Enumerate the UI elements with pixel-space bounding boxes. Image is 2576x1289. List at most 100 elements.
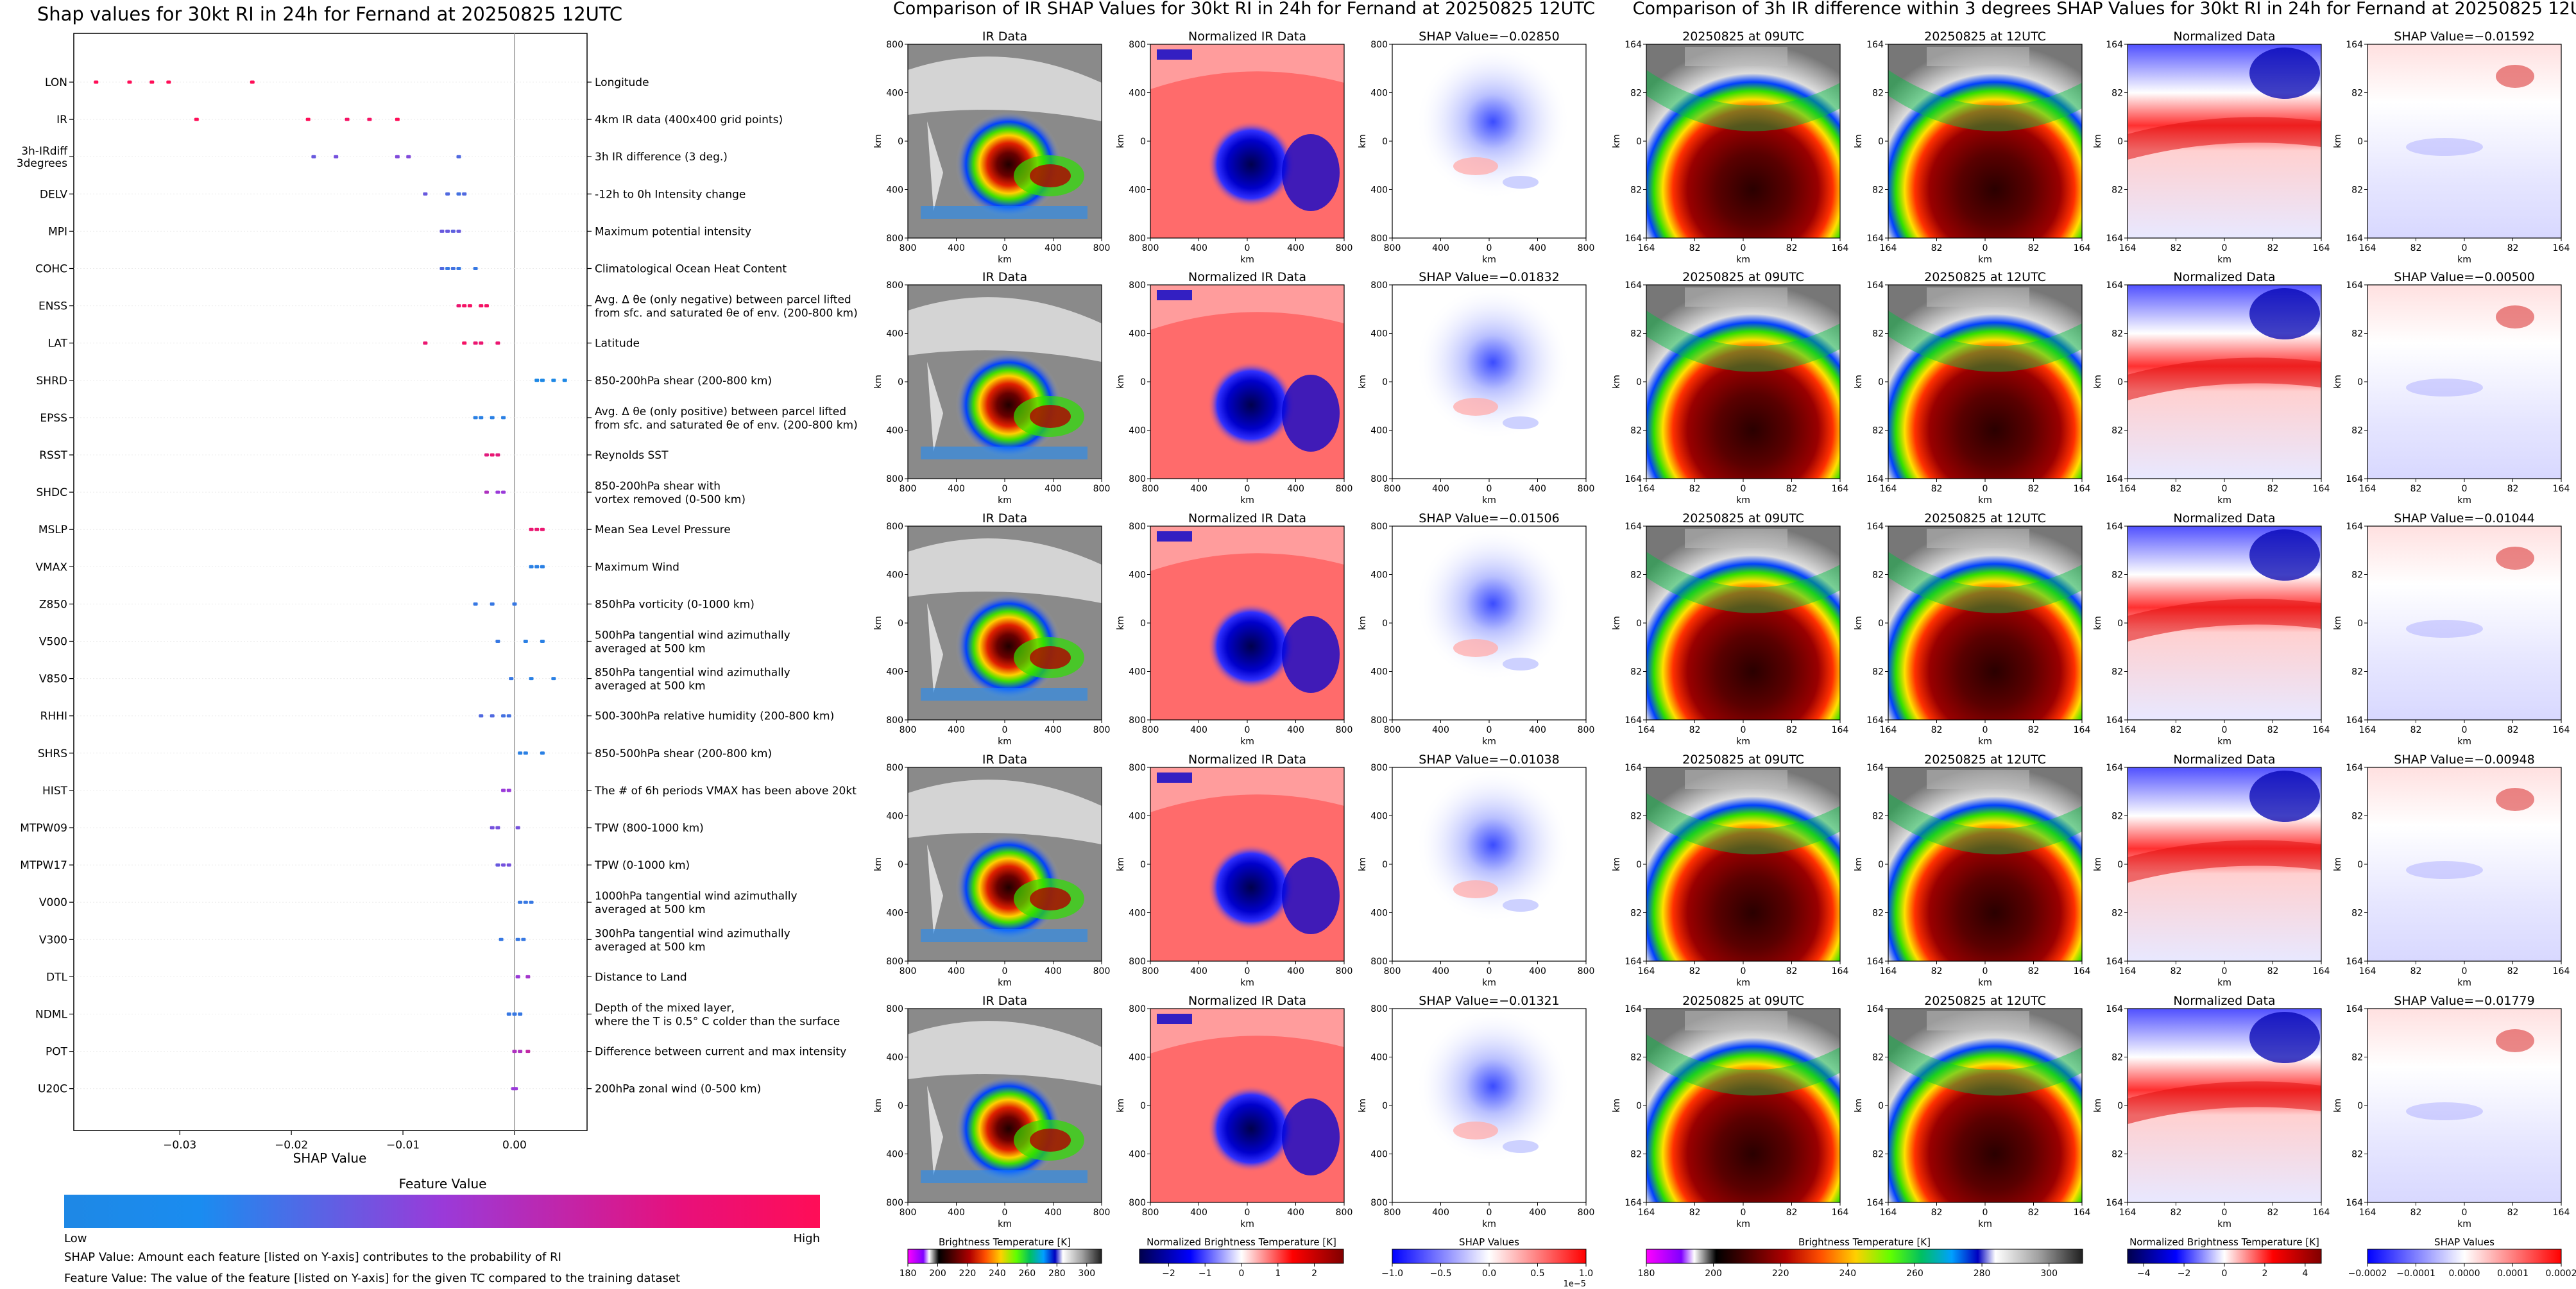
- shap-point: [473, 602, 478, 606]
- diff-gray-cloud: [1685, 770, 1787, 789]
- x-axis-label: km: [2217, 495, 2231, 506]
- x-axis-label: km: [1736, 1219, 1750, 1229]
- y-tick-label: 0: [2117, 377, 2123, 388]
- y-tick-label: 800: [886, 957, 903, 967]
- feature-description-line: Avg. Δ θe (only positive) between parcel…: [595, 405, 846, 418]
- diff-shap-negative: [2406, 620, 2483, 638]
- shap-point: [501, 714, 506, 718]
- x-tick-label: 164: [2313, 243, 2330, 253]
- feature-description-line: 500hPa tangential wind azimuthally: [595, 629, 790, 642]
- feature-name: Z850: [39, 598, 67, 611]
- feature-description-line: averaged at 500 km: [595, 941, 706, 953]
- x-tick-label: 800: [1093, 1208, 1111, 1218]
- colorbar-gradient: [2127, 1249, 2322, 1264]
- x-tick-label: 164: [2119, 966, 2137, 977]
- colorbar-tick-label: 200: [1705, 1268, 1722, 1279]
- shap-point: [523, 900, 528, 904]
- shap-point: [501, 863, 506, 867]
- x-tick-label: 800: [900, 484, 917, 494]
- shap-point: [166, 80, 171, 84]
- x-tick-label: 164: [1638, 1208, 1655, 1218]
- y-tick-label: 82: [1872, 426, 1884, 436]
- y-tick-label: 0: [898, 619, 903, 629]
- y-tick-label: 0: [898, 860, 903, 870]
- shap-map-blob: [1392, 44, 1586, 238]
- y-tick-label: 800: [886, 280, 903, 291]
- x-tick-label: 400: [948, 966, 965, 977]
- shap-point: [529, 900, 534, 904]
- x-tick-label: 82: [1931, 725, 1943, 735]
- y-tick-label: 0: [898, 1101, 903, 1111]
- colorbar-tick-label: 200: [929, 1268, 946, 1279]
- feature-name-line: MPI: [48, 225, 67, 238]
- x-axis-label: km: [1736, 255, 1750, 265]
- x-tick-label: 82: [1689, 1208, 1701, 1218]
- feature-description-line: 300hPa tangential wind azimuthally: [595, 927, 790, 940]
- y-tick-label: 800: [886, 522, 903, 532]
- feature-name: POT: [46, 1046, 68, 1059]
- y-tick-label: 0: [2357, 860, 2363, 870]
- y-tick-label: 800: [1370, 715, 1388, 726]
- colorbar-tick-label: 1: [1275, 1268, 1281, 1279]
- y-tick-label: 164: [1625, 280, 1642, 291]
- y-tick-label: 400: [886, 1150, 903, 1160]
- y-tick-label: 164: [2106, 280, 2123, 291]
- feature-name-line: MTPW17: [20, 859, 67, 872]
- ir-convection-core: [1030, 646, 1071, 669]
- y-axis-label: km: [1612, 1098, 1622, 1113]
- x-axis-label: km: [1482, 495, 1496, 506]
- y-tick-label: 164: [2346, 280, 2363, 291]
- feature-description-line: where the T is 0.5° C colder than the su…: [595, 1016, 840, 1029]
- shap-point: [499, 937, 504, 941]
- diff-col-title: 20250825 at 09UTC: [1682, 30, 1804, 44]
- feature-description: 850-200hPa shear (200-800 km): [595, 375, 772, 388]
- y-tick-label: 164: [2346, 474, 2363, 484]
- feature-name: ENSS: [38, 300, 67, 313]
- y-tick-label: 82: [2111, 89, 2123, 99]
- x-tick-label: 0: [2462, 966, 2468, 977]
- y-axis-label: km: [873, 857, 883, 871]
- shap-beeswarm: −0.03 −0.02 −0.01 0.00 LON Longitude IR 4km IR …: [17, 33, 858, 1152]
- feature-description-line: 200hPa zonal wind (0-500 km): [595, 1083, 761, 1096]
- shap-point: [456, 155, 461, 158]
- feature-description-line: 500-300hPa relative humidity (200-800 km…: [595, 710, 834, 723]
- ir-storm: [908, 44, 1102, 238]
- shap-point: [490, 416, 495, 420]
- y-axis-label: km: [2333, 857, 2343, 871]
- y-tick-label: 82: [1872, 1053, 1884, 1063]
- x-tick-label: 400: [1529, 1208, 1546, 1218]
- y-tick-label: 400: [886, 812, 903, 822]
- x-tick-label: 82: [2267, 1208, 2279, 1218]
- y-axis-label: km: [1854, 616, 1864, 630]
- shap-map-title: SHAP Value=−0.01038: [1419, 753, 1559, 767]
- x-axis-label: km: [2217, 978, 2231, 988]
- diff-normalized-cold: [2249, 47, 2320, 99]
- colorbar-tick-label: 280: [1974, 1268, 1991, 1279]
- diff-shap-title: SHAP Value=−0.00500: [2394, 270, 2534, 284]
- feature-description-line: 850-200hPa shear with: [595, 480, 721, 493]
- feature-name-line: DTL: [46, 971, 67, 984]
- feature-name: MTPW09: [20, 822, 67, 835]
- x-tick-label: 0: [1741, 1208, 1746, 1218]
- x-tick-label: 164: [2074, 1208, 2091, 1218]
- x-tick-label: 82: [2507, 725, 2519, 735]
- y-tick-label: 82: [1630, 570, 1642, 581]
- feature-description-line: 850-200hPa shear (200-800 km): [595, 375, 772, 388]
- y-axis-label: km: [1358, 857, 1368, 871]
- shap-point: [490, 714, 495, 718]
- shap-point: [311, 155, 316, 158]
- x-tick-label: 800: [1384, 725, 1401, 735]
- shap-point: [395, 155, 400, 158]
- y-tick-label: 82: [2351, 667, 2363, 678]
- y-tick-label: 82: [2111, 667, 2123, 678]
- diff-image-grid: 20250825 at 09UTC 164 164 82 82 0 0 82 82 164 164 k…: [1612, 30, 2570, 1229]
- diff-col-title: 20250825 at 12UTC: [1924, 994, 2046, 1008]
- feature-name-line: HIST: [42, 785, 68, 798]
- colorbar-tick-label: 0.0000: [2449, 1268, 2480, 1279]
- x-tick-label: 400: [1287, 484, 1304, 494]
- shap-point: [525, 1050, 531, 1054]
- feature-name-line: RHHI: [40, 710, 67, 723]
- x-axis-label: km: [1978, 495, 1992, 506]
- y-tick-label: 800: [1370, 522, 1388, 532]
- x-tick-label: 0: [1245, 243, 1250, 253]
